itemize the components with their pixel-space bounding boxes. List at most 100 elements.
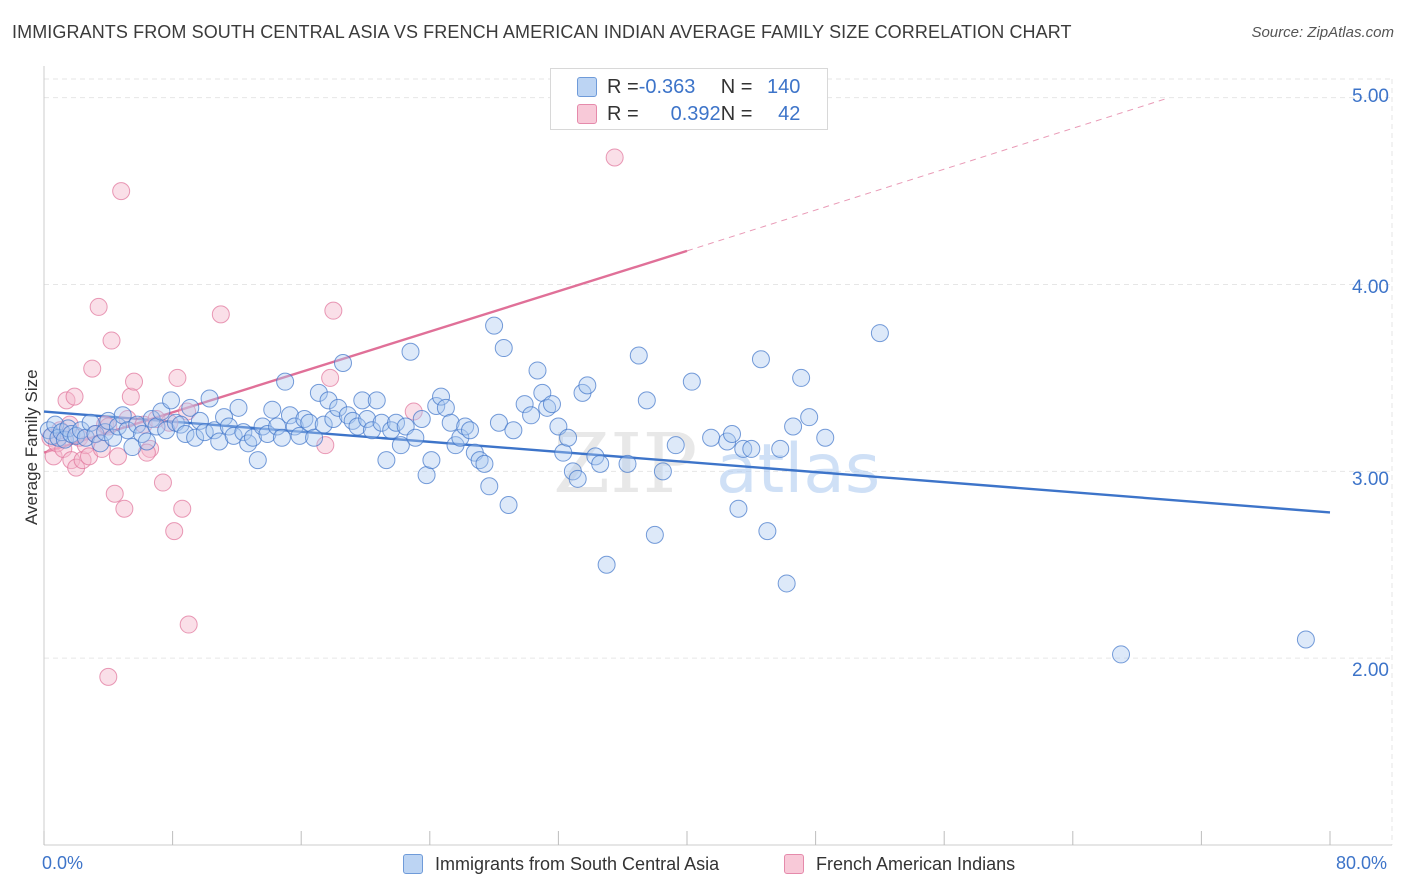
data-point-blue: [682, 372, 701, 391]
data-point-blue: [401, 342, 420, 361]
data-point-pink: [112, 182, 131, 201]
correlation-legend: R = -0.363 N = 140 R = 0.392 N = 42: [550, 68, 828, 130]
data-point-blue: [258, 424, 277, 443]
data-point-blue: [591, 454, 610, 473]
data-point-blue: [751, 350, 770, 369]
source-label: Source: ZipAtlas.com: [1251, 24, 1394, 41]
data-point-blue: [475, 454, 494, 473]
data-point-blue: [559, 428, 578, 447]
data-point-blue: [113, 406, 132, 425]
data-point-blue: [333, 353, 352, 372]
data-point-blue: [186, 428, 205, 447]
n-value: 140: [767, 75, 801, 98]
series-south-central-asia: [39, 316, 1315, 664]
data-point-pink: [65, 387, 84, 406]
data-point-blue: [542, 395, 561, 414]
data-point-blue: [391, 436, 410, 455]
y-tick-label: 3.00: [1352, 469, 1389, 490]
data-point-blue: [515, 395, 534, 414]
data-point-blue: [353, 391, 372, 410]
data-point-pink: [324, 301, 343, 320]
data-point-blue: [181, 398, 200, 417]
data-point-pink: [105, 484, 124, 503]
data-point-blue: [637, 391, 656, 410]
trend-line-blue: [43, 410, 1331, 514]
data-point-blue: [742, 439, 761, 458]
data-point-pink: [89, 297, 108, 316]
data-point-blue: [215, 408, 234, 427]
data-point-blue: [314, 415, 333, 434]
data-point-blue: [451, 428, 470, 447]
data-point-blue: [777, 574, 796, 593]
data-point-pink: [115, 499, 134, 518]
data-point-blue: [348, 417, 367, 436]
data-point-blue: [190, 411, 209, 430]
data-point-pink: [99, 667, 118, 686]
grid-lines: [44, 78, 1393, 845]
data-point-blue: [263, 400, 282, 419]
n-value: 42: [778, 102, 801, 125]
data-point-blue: [870, 324, 889, 343]
chart-title: IMMIGRANTS FROM SOUTH CENTRAL ASIA VS FR…: [12, 22, 1072, 42]
data-point-blue: [137, 432, 156, 451]
data-point-blue: [268, 417, 287, 436]
legend-row-blue: R = -0.363 N = 140: [577, 75, 800, 99]
data-point-pink: [108, 447, 127, 466]
data-point-blue: [290, 426, 309, 445]
data-point-blue: [800, 408, 819, 427]
data-point-blue: [171, 415, 190, 434]
y-tick-label: 5.00: [1352, 86, 1389, 107]
data-point-blue: [324, 410, 343, 429]
data-point-blue: [629, 346, 648, 365]
legend-swatch-blue: [577, 77, 597, 97]
trend-lines: [43, 97, 1331, 514]
data-point-blue: [499, 495, 518, 514]
y-axis-label: Average Family Size: [22, 369, 41, 525]
data-point-blue: [758, 522, 777, 541]
data-point-blue: [319, 391, 338, 410]
r-label: R =: [607, 75, 639, 98]
data-point-blue: [367, 391, 386, 410]
data-point-blue: [200, 389, 219, 408]
data-point-blue: [224, 426, 243, 445]
data-point-blue: [234, 423, 253, 442]
data-point-blue: [239, 434, 258, 453]
data-point-blue: [161, 391, 180, 410]
data-point-blue: [597, 555, 616, 574]
data-point-blue: [723, 424, 742, 443]
data-point-blue: [494, 339, 513, 358]
data-point-blue: [618, 454, 637, 473]
data-point-blue: [528, 361, 547, 380]
data-point-blue: [578, 376, 597, 395]
legend-swatch-pink: [784, 854, 804, 874]
data-point-pink: [102, 331, 121, 350]
data-point-blue: [702, 428, 721, 447]
data-point-blue: [285, 417, 304, 436]
data-point-pink: [316, 436, 335, 455]
legend-row-pink: R = 0.392 N = 42: [577, 102, 800, 126]
data-point-pink: [321, 368, 340, 387]
data-point-blue: [205, 421, 224, 440]
legend-label: French American Indians: [816, 853, 1016, 874]
data-point-blue: [653, 462, 672, 481]
r-label: R =: [607, 102, 639, 125]
legend-swatch-blue: [403, 854, 423, 874]
axes: [43, 66, 1392, 846]
n-label: N =: [720, 102, 753, 125]
data-point-blue: [771, 439, 790, 458]
y-tick-label: 2.00: [1352, 660, 1389, 681]
data-point-blue: [568, 469, 587, 488]
data-point-blue: [377, 451, 396, 470]
data-point-blue: [329, 398, 348, 417]
data-point-blue: [309, 383, 328, 402]
data-point-blue: [81, 413, 100, 432]
data-point-blue: [248, 451, 267, 470]
data-point-blue: [1112, 645, 1131, 664]
data-point-blue: [554, 443, 573, 462]
data-point-pink: [125, 372, 144, 391]
legend-swatch-pink: [577, 104, 597, 124]
series-french-american-indians: [41, 148, 624, 686]
data-point-blue: [784, 417, 803, 436]
data-point-blue: [412, 410, 431, 429]
